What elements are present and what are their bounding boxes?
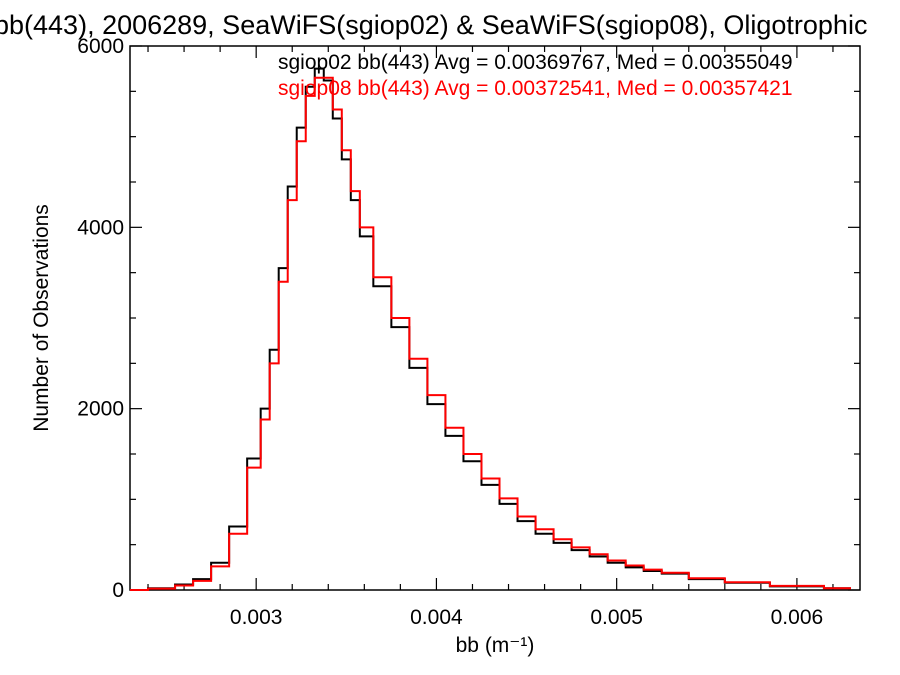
legend-entry-sgiop02: sgiop02 bb(443) Avg = 0.00369767, Med = … bbox=[278, 51, 793, 74]
axis-ticks bbox=[130, 45, 860, 591]
x-tick-label: 0.004 bbox=[410, 606, 463, 629]
y-tick-label: 4000 bbox=[77, 216, 124, 239]
x-axis-label: bb (m⁻¹) bbox=[456, 634, 535, 657]
series-line-sgiop02 bbox=[130, 67, 851, 591]
y-tick-label: 6000 bbox=[77, 35, 124, 58]
plot-frame bbox=[129, 45, 861, 591]
x-tick-label: 0.005 bbox=[590, 606, 643, 629]
y-tick-label: 2000 bbox=[77, 398, 124, 421]
chart-title: bb(443), 2006289, SeaWiFS(sgiop02) & Sea… bbox=[0, 10, 868, 40]
axis-tick-labels: 0.003 0.004 0.005 0.006 0 2000 4000 6000 bbox=[77, 35, 823, 629]
y-tick-label: 0 bbox=[112, 579, 124, 602]
y-axis-label: Number of Observations bbox=[30, 204, 53, 432]
legend-entry-sgiop08: sgiop08 bb(443) Avg = 0.00372541, Med = … bbox=[278, 77, 793, 100]
series-line-sgiop08 bbox=[130, 76, 851, 591]
series-layer bbox=[130, 67, 851, 591]
x-tick-label: 0.006 bbox=[771, 606, 824, 629]
x-tick-label: 0.003 bbox=[230, 606, 283, 629]
